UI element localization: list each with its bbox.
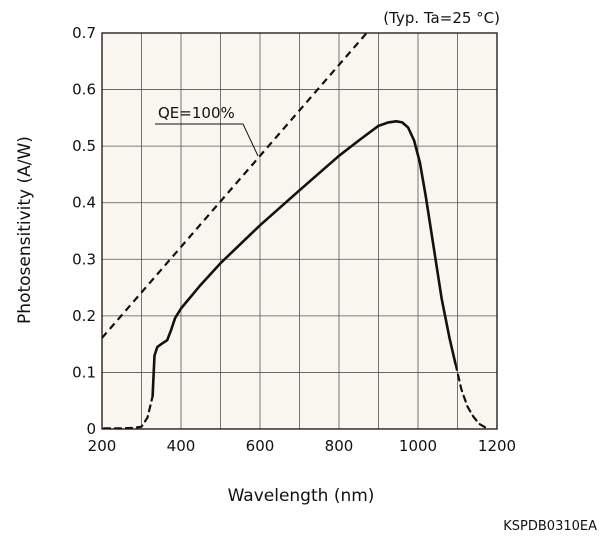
y-tick-label: 0.7 bbox=[72, 24, 96, 42]
x-tick-label: 400 bbox=[167, 437, 196, 455]
y-tick-label: 0.6 bbox=[72, 81, 96, 99]
x-tick-labels: 200 400 600 800 1000 1200 bbox=[88, 437, 516, 455]
photosensitivity-tail-dashed bbox=[454, 362, 490, 429]
x-tick-label: 1000 bbox=[399, 437, 437, 455]
x-tick-label: 1200 bbox=[478, 437, 516, 455]
plot-frame bbox=[101, 32, 498, 430]
x-tick-label: 200 bbox=[88, 437, 117, 455]
qe-label-pointer bbox=[242, 123, 259, 157]
grid bbox=[102, 33, 497, 429]
y-tick-label: 0 bbox=[86, 420, 96, 438]
x-tick-label: 600 bbox=[246, 437, 275, 455]
y-tick-label: 0.4 bbox=[72, 194, 96, 212]
y-tick-label: 0.3 bbox=[72, 250, 96, 268]
document-code: KSPDB0310EA bbox=[503, 519, 597, 534]
qe-100-reference-line bbox=[102, 33, 368, 339]
y-tick-label: 0.1 bbox=[72, 363, 96, 381]
y-tick-label: 0.5 bbox=[72, 137, 96, 155]
qe-100-label: QE=100% bbox=[158, 104, 235, 122]
y-axis-title: Photosensitivity (A/W) bbox=[15, 136, 35, 324]
x-axis-title: Wavelength (nm) bbox=[228, 486, 375, 506]
y-tick-labels: 0 0.1 0.2 0.3 0.4 0.5 0.6 0.7 bbox=[72, 24, 96, 438]
condition-note: (Typ. Ta=25 °C) bbox=[383, 9, 500, 27]
x-tick-label: 800 bbox=[325, 437, 354, 455]
y-tick-label: 0.2 bbox=[72, 307, 96, 325]
photosensitivity-curve bbox=[151, 120, 457, 398]
